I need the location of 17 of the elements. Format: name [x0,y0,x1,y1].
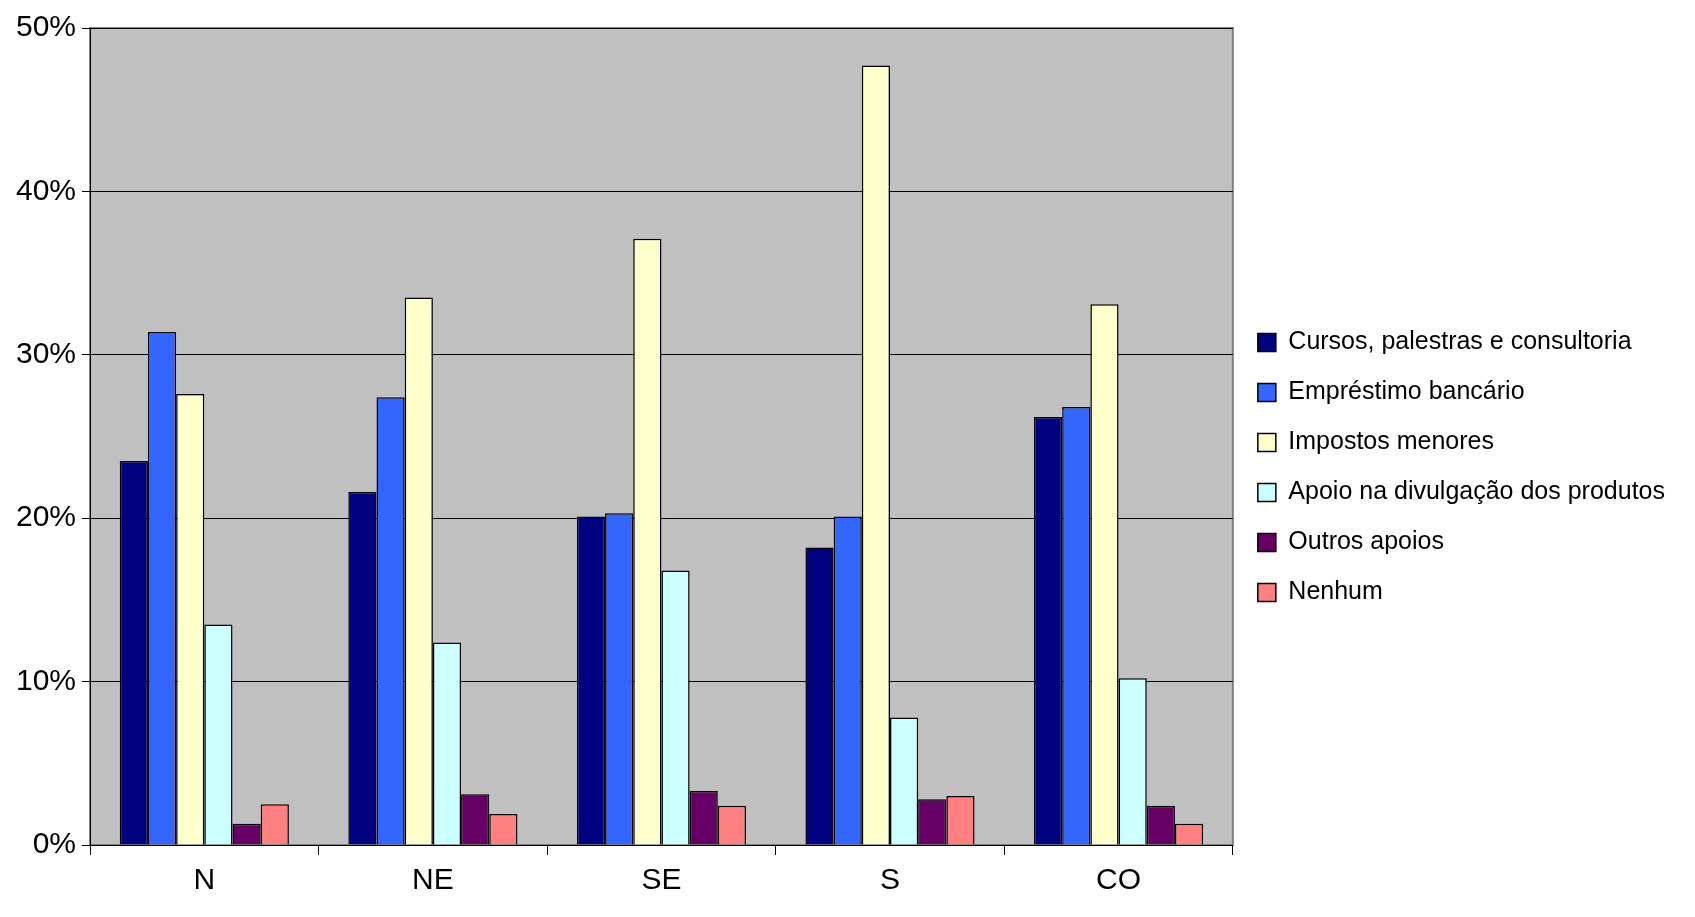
x-tick-label: N [193,862,216,896]
legend-label: Apoio na divulgação dos produtos [1288,476,1666,505]
y-tick-label: 50% [16,9,77,43]
x-tick-label: CO [1096,862,1142,896]
legend-label: Empréstimo bancário [1288,376,1525,405]
x-tick-label: S [879,862,901,896]
legend-label: Impostos menores [1288,426,1494,455]
y-tick-label: 10% [16,662,77,696]
legend-label: Cursos, palestras e consultoria [1288,326,1632,355]
x-tick-label: SE [641,862,682,896]
y-tick-label: 40% [16,172,77,206]
x-tick-label: NE [412,862,454,896]
y-tick-label: 20% [16,499,77,533]
legend-label: Nenhum [1288,576,1383,605]
y-tick-label: 30% [16,336,77,370]
y-tick-label: 0% [32,826,77,860]
legend-label: Outros apoios [1288,526,1444,555]
